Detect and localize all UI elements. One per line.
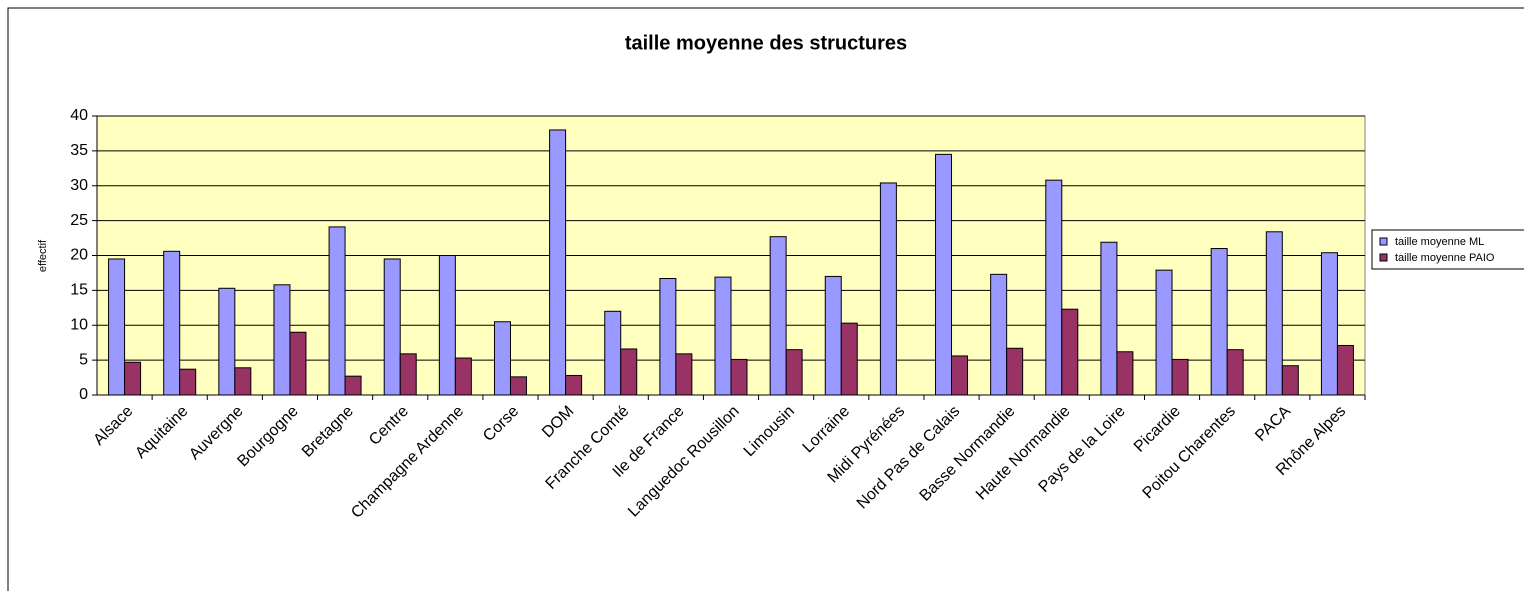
bar <box>620 348 638 396</box>
y-tick-label: 20 <box>70 247 88 264</box>
bar <box>179 368 197 396</box>
bar <box>289 331 307 396</box>
bar <box>714 276 732 396</box>
y-tick-label: 30 <box>70 177 88 194</box>
bar <box>659 278 677 396</box>
bar <box>675 353 693 396</box>
bar <box>604 310 622 396</box>
bar <box>565 374 583 396</box>
legend-swatch <box>1379 253 1388 262</box>
bar <box>879 182 897 396</box>
bar <box>1210 248 1228 396</box>
bar <box>1061 308 1079 396</box>
bar <box>218 287 236 396</box>
bar <box>785 349 803 396</box>
bar <box>124 361 142 396</box>
bar <box>108 258 126 396</box>
y-tick-label: 10 <box>70 316 88 333</box>
bar <box>234 367 252 396</box>
bar <box>1100 241 1118 396</box>
bar <box>1336 344 1354 396</box>
bar <box>1281 365 1299 396</box>
bar <box>990 273 1008 396</box>
bar <box>493 321 511 396</box>
bar <box>840 322 858 396</box>
y-tick-label: 40 <box>70 107 88 124</box>
bar <box>454 357 472 396</box>
bar <box>549 129 567 396</box>
bar <box>328 226 346 396</box>
bar <box>509 376 527 396</box>
bar <box>438 255 456 396</box>
bar <box>1155 269 1173 396</box>
bar <box>1226 349 1244 396</box>
bar <box>344 375 362 396</box>
bar <box>730 358 748 396</box>
bar <box>951 355 969 396</box>
bar <box>383 258 401 396</box>
y-tick-label: 35 <box>70 142 88 159</box>
bar <box>1320 252 1338 396</box>
y-tick-label: 0 <box>79 386 88 403</box>
bar <box>1006 347 1024 396</box>
bar <box>399 353 417 396</box>
legend: taille moyenne ML taille moyenne PAIO <box>1371 229 1524 270</box>
bar <box>935 153 953 396</box>
chart-title: taille moyenne des structures <box>625 32 907 54</box>
y-tick-label: 5 <box>79 351 88 368</box>
legend-box <box>1371 229 1524 270</box>
bar <box>824 275 842 396</box>
legend-label: taille moyenne ML <box>1395 236 1484 248</box>
legend-label: taille moyenne PAIO <box>1395 252 1495 264</box>
bar <box>1045 179 1063 396</box>
legend-swatch <box>1379 237 1388 246</box>
y-tick-label: 25 <box>70 212 88 229</box>
bar <box>769 236 787 396</box>
bar <box>163 250 181 396</box>
y-axis-label: effectif <box>37 239 49 272</box>
bar <box>1265 231 1283 396</box>
bar <box>273 284 291 396</box>
bar <box>1116 351 1134 396</box>
bar <box>1171 358 1189 396</box>
y-tick-label: 15 <box>70 282 88 299</box>
